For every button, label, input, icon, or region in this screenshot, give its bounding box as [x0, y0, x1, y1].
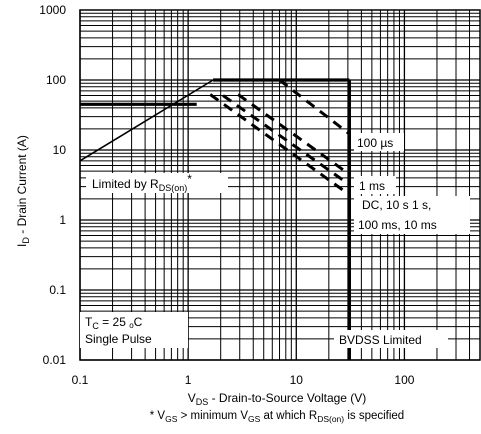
- conditions-label-bg: [80, 312, 188, 348]
- x-tick-label: 100: [394, 373, 414, 387]
- bvdss-label-bg: [334, 330, 448, 348]
- soa-line-pulse-100us: [278, 78, 351, 136]
- x-tick-label: 10: [290, 373, 304, 387]
- dc-label-bg: [354, 196, 470, 234]
- tick-labels: 0.1 1 10 100 1000 100 10 1 0.1 0.01: [39, 3, 414, 387]
- y-tick-label: 1000: [39, 3, 66, 17]
- tc-label: TC = 25 oC: [85, 315, 143, 331]
- pulse-100us-label-bg: [354, 133, 404, 151]
- single-pulse-label: Single Pulse: [85, 332, 152, 346]
- soa-line-pulse-1ms: [237, 93, 351, 176]
- y-tick-label: 0.1: [49, 283, 66, 297]
- pulse-1ms-label-bg: [354, 176, 396, 194]
- bvdss-limited-label: BVDSS Limited: [339, 333, 422, 347]
- x-axis-title: VDS - Drain-to-Source Voltage (V): [188, 391, 367, 407]
- x-tick-label: 1: [185, 373, 192, 387]
- dc-label-line2: 100 ms, 10 ms: [358, 218, 437, 232]
- y-tick-label: 10: [53, 143, 67, 157]
- grid: [79, 10, 481, 361]
- rds-limit-label: Limited by RDS(on)*: [92, 172, 192, 193]
- y-axis-title: ID - Drain Current (A): [15, 135, 31, 247]
- soa-line-pulse-dc-10s-1s-100ms: [209, 93, 351, 196]
- rds-label-bg: [86, 173, 228, 193]
- x-tick-label: 0.1: [72, 373, 89, 387]
- dc-label-line1: DC, 10 s 1 s,: [362, 198, 431, 212]
- pulse-1ms-label: 1 ms: [359, 179, 385, 193]
- y-tick-label: 0.01: [43, 353, 67, 367]
- pulse-100us-label: 100 µs: [357, 136, 393, 150]
- y-tick-label: 100: [46, 73, 66, 87]
- soa-curves: [79, 78, 351, 360]
- plot-frame: [79, 9, 481, 361]
- soa-line-pulse-10ms: [222, 94, 351, 186]
- footnote: * VGS > minimum VGS at which RDS(on) is …: [150, 410, 404, 424]
- soa-line-rds-limit: [79, 79, 214, 162]
- y-tick-label: 1: [59, 213, 66, 227]
